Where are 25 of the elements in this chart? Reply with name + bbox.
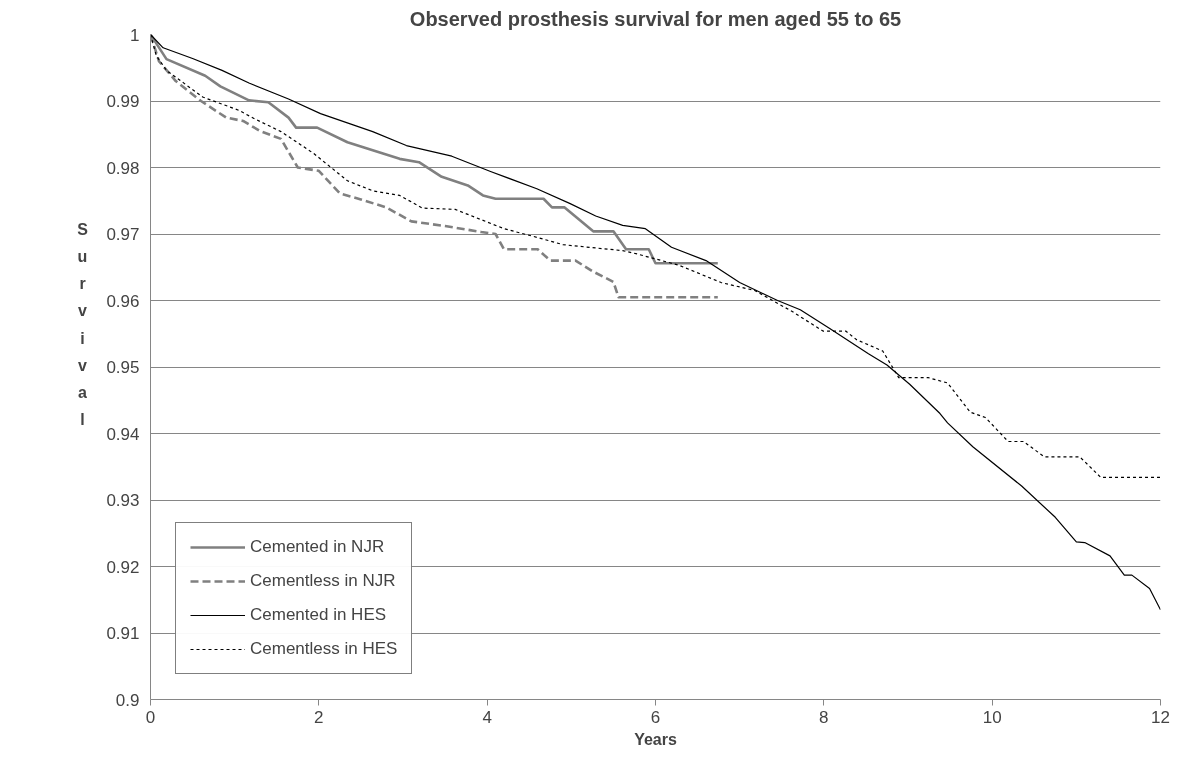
y-tick-label: 0.96 (106, 291, 140, 311)
x-tick-label: 2 (314, 707, 324, 727)
chart-title: Observed prosthesis survival for men aged 55 to 65 (409, 7, 902, 30)
x-tick-label: 0 (145, 707, 156, 727)
x-axis-title: Years (634, 730, 677, 748)
x-tick-label: 12 (1151, 707, 1170, 727)
legend-label: Cementless in HES (250, 639, 398, 659)
y-tick-label: 0.94 (106, 424, 140, 444)
y-tick-label: 1 (130, 25, 140, 45)
legend-label: Cemented in NJR (250, 537, 385, 557)
x-tick-label: 6 (650, 707, 661, 727)
y-tick-label: 0.91 (106, 624, 140, 643)
x-tick-label: 10 (982, 707, 1002, 727)
x-tick-label: 4 (482, 707, 492, 727)
y-tick-label: 0.95 (106, 358, 140, 377)
y-tick-label: 0.92 (106, 557, 140, 577)
y-tick-label: 0.97 (106, 225, 140, 244)
y-tick-label: 0.9 (115, 690, 140, 710)
legend-label: Cementless in NJR (250, 571, 396, 591)
y-tick-label: 0.93 (106, 491, 140, 510)
y-tick-label: 0.98 (106, 158, 140, 178)
y-tick-label: 0.99 (106, 92, 140, 111)
legend-label: Cemented in HES (250, 605, 387, 625)
y-axis-title: Survival (77, 220, 89, 429)
x-tick-label: 8 (819, 707, 829, 727)
